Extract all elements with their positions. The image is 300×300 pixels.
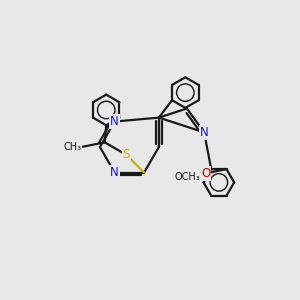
Text: OCH₃: OCH₃ — [174, 172, 200, 182]
Text: N: N — [110, 166, 119, 179]
Text: O: O — [201, 167, 210, 180]
Text: N: N — [200, 126, 208, 139]
Text: S: S — [123, 148, 130, 161]
Text: N: N — [110, 115, 119, 128]
Text: CH₃: CH₃ — [63, 142, 81, 152]
